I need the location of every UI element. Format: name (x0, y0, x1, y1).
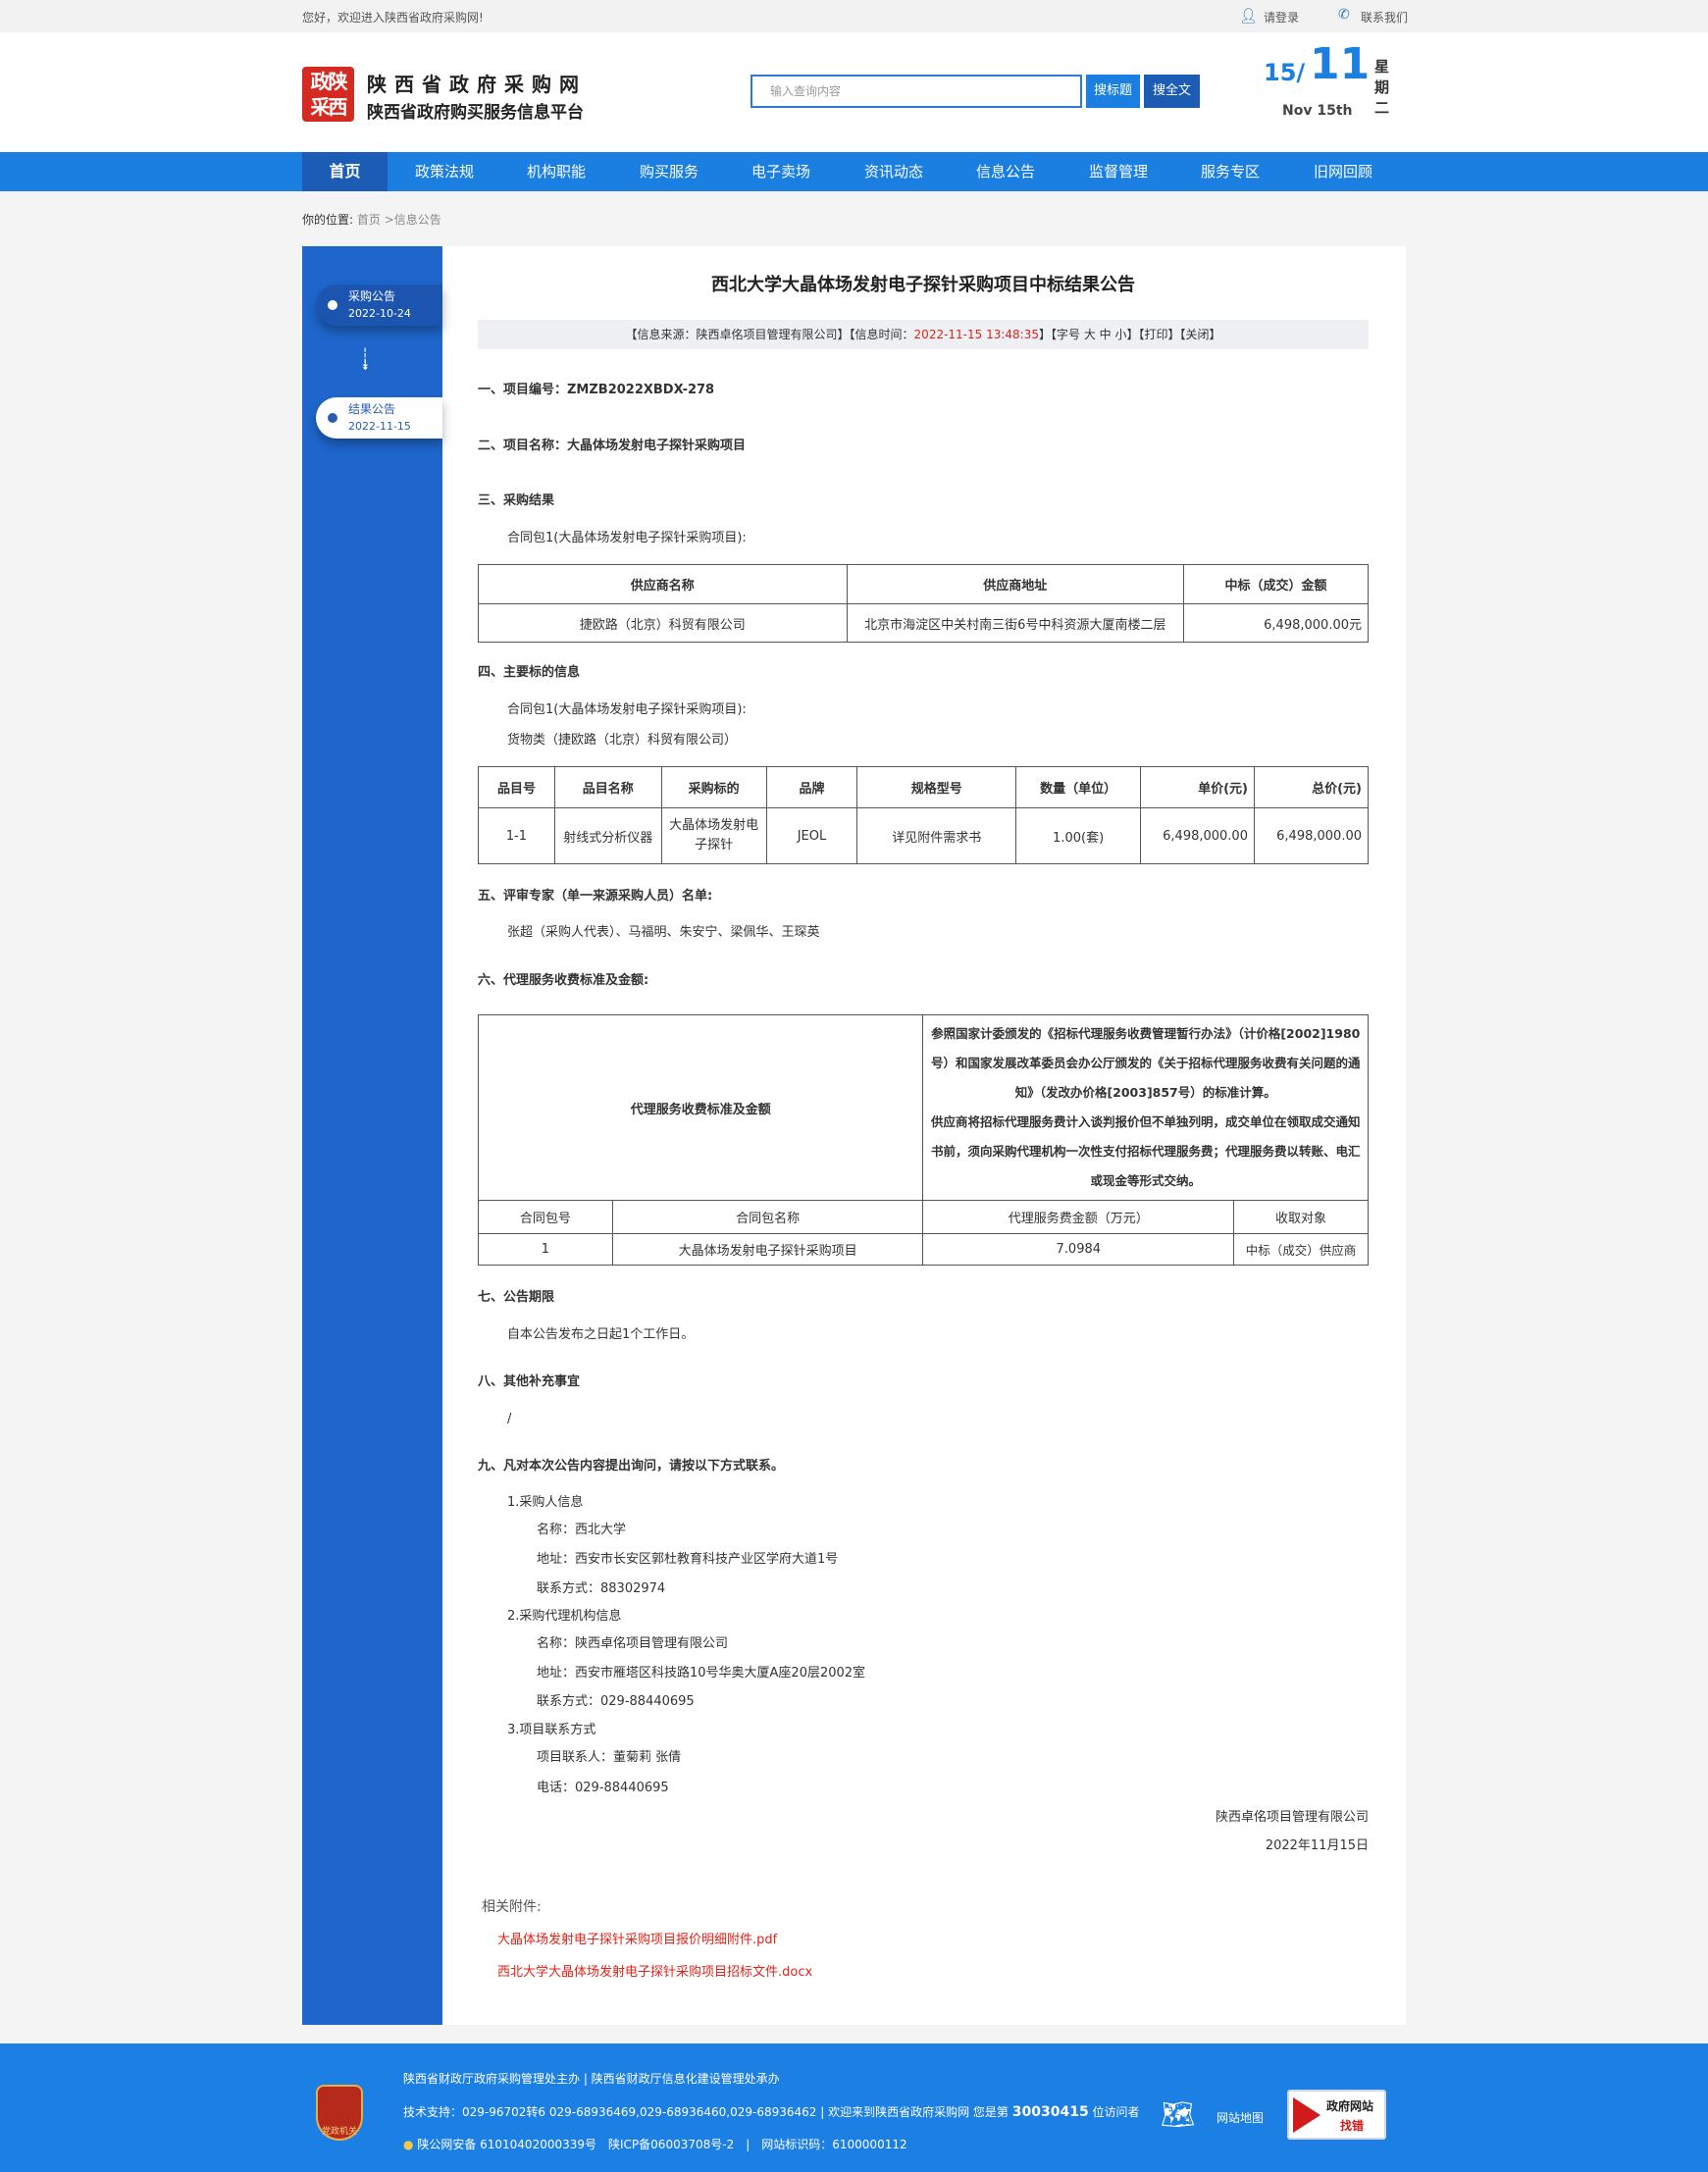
report-error-button[interactable]: 政府网站 找错 (1287, 2090, 1386, 2140)
weekday: 星期二 (1374, 58, 1390, 117)
breadcrumb-label: 你的位置: (302, 213, 354, 227)
phone-icon[interactable]: ✆ (1338, 7, 1350, 23)
party-government-emblem[interactable]: 党政机关 (316, 2085, 363, 2141)
period-text: 自本公告发布之日起1个工作日。 (507, 1327, 695, 1342)
purchaser-heading: 1.采购人信息 (507, 1495, 584, 1510)
section-project-number: 一、项目编号：ZMZB2022XBDX-278 (478, 383, 715, 397)
footer: 党政机关 陕西省财政厅政府采购管理处主办 | 陕西省财政厅信息化建设管理处承办 … (0, 2043, 1708, 2172)
nav-policy[interactable]: 政策法规 (414, 163, 474, 181)
table-row: 捷欧路（北京）科贸有限公司 北京市海淀区中关村南三街6号中科资源大厦南楼二层 6,4… (478, 603, 1369, 643)
main-nav: 首页 政策法规 机构职能 购买服务 电子卖场 资讯动态 信息公告 监督管理 服务… (0, 152, 1708, 191)
search-title-button[interactable]: 搜标题 (1086, 75, 1140, 108)
meta-source: 【信息来源：陕西卓佲项目管理有限公司】【信息时间： (625, 328, 914, 341)
table-header-row: 品目号 品目名称 采购标的 品牌 规格型号 数量（单位） 单价(元) 总价(元) (478, 766, 1370, 808)
table-row: 1 大晶体场发射电子探针采购项目 7.0984 中标（成交）供应商 (478, 1233, 1369, 1266)
agency-address: 地址：西安市雁塔区科技路10号华奥大厦A座20层2002室 (537, 1666, 866, 1681)
results-table: 供应商名称 供应商地址 中标（成交）金额 捷欧路（北京）科贸有限公司 北京市海淀区中关… (478, 564, 1369, 643)
user-icon[interactable]: 👤︎ (1239, 7, 1259, 25)
agency-fee-table: 代理服务收费标准及金额 参照国家计委颁发的《招标代理服务收费管理暂行办法》（计价格… (477, 1014, 1369, 1266)
footer-registration[interactable]: ● 陕公网安备 61010402000339号 陕ICP备06003708号-2… (403, 2138, 907, 2151)
signature-company: 陕西卓佲项目管理有限公司 (1215, 1810, 1369, 1825)
section-experts: 五、评审专家（单一来源采购人员）名单: (478, 889, 713, 904)
arrow-down-icon: ┆ ⯯ (361, 348, 370, 374)
package-label: 合同包1(大晶体场发射电子探针采购项目): (507, 702, 747, 717)
other-text: / (507, 1412, 512, 1426)
date-english: Nov 15th (1282, 103, 1353, 119)
agency-name: 名称：陕西卓佲项目管理有限公司 (537, 1636, 729, 1651)
purchaser-phone: 联系方式：88302974 (537, 1581, 666, 1596)
nav-service-zone[interactable]: 服务专区 (1200, 163, 1260, 181)
section-results-heading: 三、采购结果 (478, 493, 555, 508)
sidebar (302, 246, 442, 2025)
breadcrumb-path[interactable]: 首页 >信息公告 (356, 213, 441, 227)
meta-actions[interactable]: 】【字号 大 中 小】【打印】【关闭】 (1039, 328, 1221, 341)
date-month: 11 (1310, 39, 1371, 89)
nav-purchase-services[interactable]: 购买服务 (639, 163, 699, 181)
attachment-link-docx[interactable]: 西北大学大晶体场发射电子探针采购项目招标文件.docx (497, 1965, 813, 1980)
sidebar-item-date: 2022-10-24 (348, 307, 411, 320)
nav-old-site[interactable]: 旧网回顾 (1313, 163, 1372, 181)
table-header-row: 合同包号 合同包名称 代理服务费金额（万元） 收取对象 (478, 1200, 1369, 1234)
project-contact-person: 项目联系人：董菊莉 张倩 (537, 1750, 682, 1765)
police-badge-icon: ● (403, 2138, 414, 2151)
welcome-text: 您好，欢迎进入陕西省政府采购网! (302, 11, 484, 25)
project-contact-phone: 电话：029-88440695 (537, 1781, 669, 1795)
nav-news[interactable]: 资讯动态 (863, 163, 923, 181)
table-row: 1-1 射线式分析仪器 大晶体场发射电子探针 JEOL 详见附件需求书 1.00(套) 6,… (478, 807, 1370, 864)
date-day: 15/ (1264, 59, 1306, 86)
table-header-row: 供应商名称 供应商地址 中标（成交）金额 (478, 564, 1369, 604)
nav-institutions[interactable]: 机构职能 (526, 163, 586, 181)
map-icon[interactable]: 🗺︎ (1161, 2098, 1196, 2131)
nav-home[interactable]: 首页 (302, 152, 388, 191)
sidebar-item-procurement-notice[interactable]: 采购公告 2022-10-24 (316, 284, 442, 326)
expert-names: 张超（采购人代表）、马福明、朱安宁、梁佩华、王琛英 (507, 925, 820, 940)
agency-heading: 2.采购代理机构信息 (507, 1609, 622, 1624)
visitor-count: 30030415 (1011, 2104, 1089, 2120)
magnifier-icon (1293, 2097, 1320, 2133)
purchaser-name: 名称：西北大学 (537, 1523, 627, 1537)
login-link[interactable]: 请登录 (1264, 11, 1300, 25)
goods-category: 货物类（捷欧路（北京）科贸有限公司） (507, 733, 738, 748)
attachment-link-pdf[interactable]: 大晶体场发射电子探针采购项目报价明细附件.pdf (497, 1933, 778, 1947)
sidebar-item-label: 采购公告 (348, 289, 396, 303)
agency-phone: 联系方式：029-88440695 (537, 1694, 695, 1709)
search-input[interactable]: 输入查询内容 (750, 75, 1082, 108)
items-table: 品目号 品目名称 采购标的 品牌 规格型号 数量（单位） 单价(元) 总价(元) 1-1 射线式… (478, 766, 1370, 864)
footer-support: 技术支持：029-96702转6 029-68936469,029-689364… (403, 2104, 1140, 2120)
meta-time: 2022-11-15 13:48:35 (913, 328, 1039, 341)
sidebar-item-date: 2022-11-15 (348, 420, 411, 433)
site-logo[interactable]: 政陕 采西 (302, 67, 354, 122)
site-subtitle: 陕西省政府购买服务信息平台 (367, 103, 584, 123)
dot-icon (328, 300, 337, 310)
top-bar: 您好，欢迎进入陕西省政府采购网! 👤︎ 请登录 ✆ 联系我们 (0, 0, 1708, 32)
nav-supervision[interactable]: 监督管理 (1088, 163, 1148, 181)
article-title: 西北大学大晶体场发射电子探针采购项目中标结果公告 (711, 275, 1135, 295)
sitemap-link[interactable]: 网站地图 (1216, 2111, 1265, 2125)
signature-date: 2022年11月15日 (1265, 1838, 1369, 1853)
attachments-label: 相关附件: (482, 1899, 542, 1915)
logo-text: 政陕 (310, 70, 348, 93)
footer-organizer: 陕西省财政厅政府采购管理处主办 | 陕西省财政厅信息化建设管理处承办 (403, 2072, 780, 2086)
section-other: 八、其他补充事宜 (478, 1374, 581, 1389)
sidebar-item-result-notice[interactable]: 结果公告 2022-11-15 (316, 397, 442, 439)
nav-e-mall[interactable]: 电子卖场 (750, 163, 810, 181)
site-title: 陕西省政府采购网 (367, 73, 587, 96)
sidebar-item-label: 结果公告 (348, 402, 396, 416)
package-label: 合同包1(大晶体场发射电子探针采购项目): (507, 531, 747, 545)
breadcrumb: 你的位置: 首页 >信息公告 (302, 211, 441, 228)
purchaser-address: 地址：西安市长安区郭杜教育科技产业区学府大道1号 (537, 1552, 839, 1567)
article-meta-bar: 【信息来源：陕西卓佲项目管理有限公司】【信息时间：2022-11-15 13:4… (478, 320, 1369, 349)
section-main-items: 四、主要标的信息 (478, 665, 581, 680)
section-contact: 九、凡对本次公告内容提出询问，请按以下方式联系。 (478, 1459, 785, 1474)
section-period: 七、公告期限 (478, 1290, 555, 1305)
contact-link[interactable]: 联系我们 (1361, 11, 1409, 25)
section-agency-fee: 六、代理服务收费标准及金额: (478, 973, 649, 988)
search-fulltext-button[interactable]: 搜全文 (1144, 75, 1200, 108)
project-contact-heading: 3.项目联系方式 (507, 1723, 596, 1737)
dot-icon (328, 413, 337, 423)
section-project-name: 二、项目名称：大晶体场发射电子探针采购项目 (478, 439, 747, 453)
logo-text: 采西 (310, 95, 348, 119)
nav-announcements[interactable]: 信息公告 (975, 163, 1035, 181)
